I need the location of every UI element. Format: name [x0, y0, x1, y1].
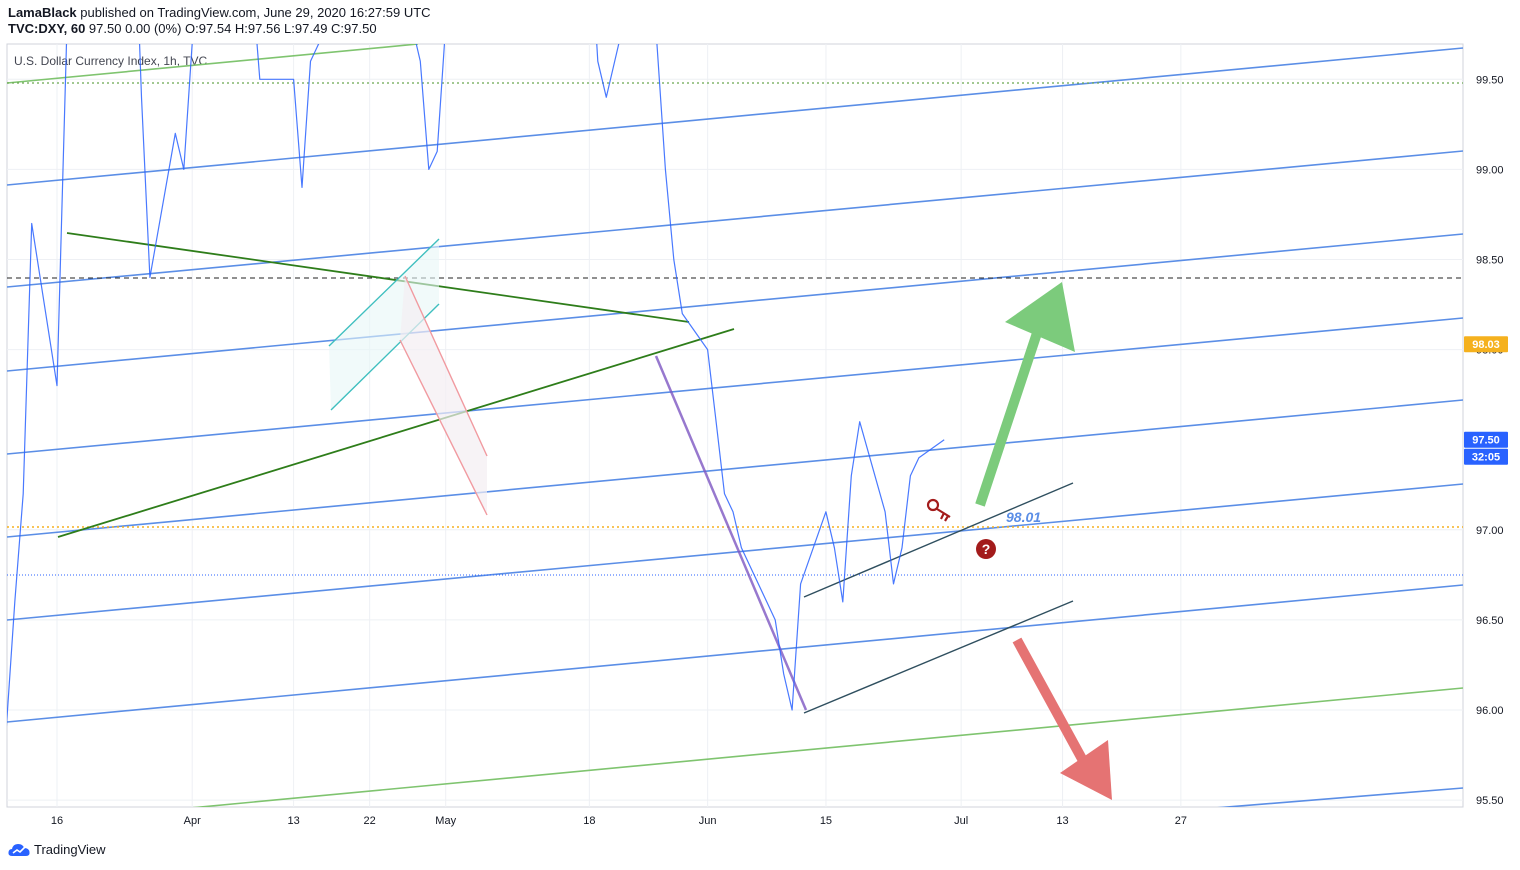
x-tick-label: 15 — [820, 815, 832, 827]
y-tick-label: 99.50 — [1476, 74, 1504, 86]
symbol-name: TVC:DXY, 60 — [8, 21, 86, 36]
y-tick-label: 99.00 — [1476, 164, 1504, 176]
y-tick-label: 95.50 — [1476, 795, 1504, 807]
teal-channel-fill — [329, 239, 439, 410]
countdown-text: 32:05 — [1472, 452, 1500, 464]
x-tick-label: 16 — [51, 815, 63, 827]
y-tick-label: 97.00 — [1476, 525, 1504, 537]
countdown-badge — [1464, 448, 1508, 465]
triangle-upper — [66, 232, 690, 323]
purple-trendline — [654, 355, 808, 711]
plot-area[interactable] — [6, 43, 1464, 808]
publisher-name[interactable]: LamaBlack — [8, 5, 77, 20]
wedge-lower — [803, 600, 1074, 714]
x-tick-label: Jun — [699, 815, 717, 827]
channel-line-8 — [1217, 787, 1463, 807]
channel-line-2 — [7, 150, 1463, 288]
x-tick-label: 13 — [287, 815, 299, 827]
price-badge — [1464, 431, 1508, 448]
teal-line-upper — [328, 238, 440, 347]
question-icon: ? — [976, 539, 996, 559]
time-axis[interactable]: 16 Apr 13 22 May 18 Jun 15 Jul 13 27 — [51, 815, 1187, 827]
price-badge — [1464, 336, 1508, 353]
channel-line-7 — [7, 584, 1463, 723]
price-badge-text: 98.03 — [1472, 339, 1500, 351]
x-tick-label: May — [435, 815, 456, 827]
channel-green-bottom — [192, 687, 1463, 807]
x-tick-label: Apr — [184, 815, 201, 827]
publish-info: LamaBlack published on TradingView.com, … — [8, 5, 431, 20]
channel-line-6 — [7, 483, 1463, 621]
y-tick-label: 98.50 — [1476, 255, 1504, 267]
channel-green-top — [7, 44, 419, 84]
pink-line-upper — [404, 275, 488, 457]
x-tick-label: 13 — [1056, 815, 1068, 827]
svg-text:?: ? — [982, 541, 991, 557]
annotation-98-01: 98.01 — [1006, 509, 1041, 525]
x-tick-label: 18 — [583, 815, 595, 827]
drawings-layer: ? 98.01 — [7, 44, 1463, 807]
x-tick-label: Jul — [954, 815, 968, 827]
arrow-down-icon — [1012, 637, 1112, 800]
x-tick-label: 27 — [1175, 815, 1187, 827]
cloud-icon — [8, 843, 30, 856]
x-tick-label: 22 — [364, 815, 376, 827]
ohlc-values: 97.50 0.00 (0%) O:97.54 H:97.56 L:97.49 … — [85, 21, 377, 36]
tradingview-logo[interactable]: TradingView — [8, 842, 106, 857]
price-series — [7, 44, 945, 727]
symbol-info: TVC:DXY, 60 97.50 0.00 (0%) O:97.54 H:97… — [8, 21, 377, 36]
channel-line-1 — [7, 47, 1463, 186]
publish-text: published on TradingView.com, June 29, 2… — [80, 5, 431, 20]
channel-line-3 — [7, 233, 1463, 372]
arrow-up-icon — [975, 282, 1075, 507]
channel-line-5 — [7, 399, 1463, 538]
pink-channel-fill — [400, 276, 487, 515]
triangle-lower — [57, 328, 735, 538]
brand-name: TradingView — [34, 842, 106, 857]
wedge-upper — [803, 482, 1074, 598]
chart-legend: U.S. Dollar Currency Index, 1h, TVC — [14, 54, 208, 68]
pink-line-lower — [399, 339, 488, 516]
channel-line-4 — [7, 317, 1463, 455]
price-badge-text: 97.50 — [1472, 435, 1500, 447]
regression-channel — [7, 47, 1463, 807]
y-tick-label: 96.50 — [1476, 615, 1504, 627]
y-tick-label: 96.00 — [1476, 705, 1504, 717]
key-icon — [926, 498, 951, 522]
grid-lines — [7, 44, 1463, 807]
